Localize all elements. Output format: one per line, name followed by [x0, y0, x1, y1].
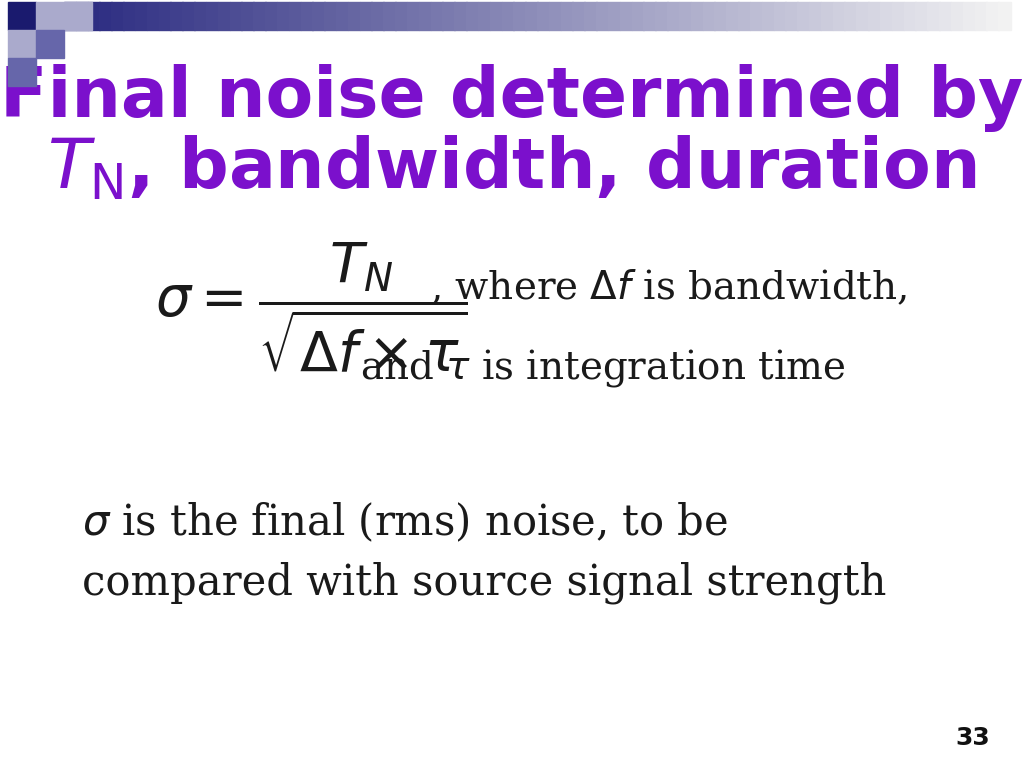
Bar — [383, 2, 395, 30]
Bar — [513, 2, 525, 30]
Bar — [939, 2, 951, 30]
Bar — [442, 2, 455, 30]
Bar — [525, 2, 538, 30]
Bar — [702, 2, 715, 30]
Bar — [253, 2, 265, 30]
Bar — [572, 2, 585, 30]
Bar — [455, 2, 467, 30]
Bar — [998, 2, 1011, 30]
Bar — [715, 2, 727, 30]
Bar — [502, 2, 514, 30]
Bar — [880, 2, 892, 30]
Text: $\sigma$ is the final (rms) noise, to be: $\sigma$ is the final (rms) noise, to be — [82, 502, 728, 545]
Bar — [726, 2, 738, 30]
Bar — [8, 2, 36, 30]
Bar — [63, 2, 92, 30]
Bar — [738, 2, 751, 30]
Bar — [8, 30, 36, 58]
Bar — [762, 2, 774, 30]
Bar — [276, 2, 289, 30]
Bar — [868, 2, 881, 30]
Bar — [407, 2, 419, 30]
Bar — [88, 2, 100, 30]
Bar — [975, 2, 987, 30]
Bar — [620, 2, 632, 30]
Bar — [892, 2, 904, 30]
Bar — [218, 2, 230, 30]
Bar — [312, 2, 325, 30]
Text: $\sigma = \dfrac{T_N}{\sqrt{\Delta f \times \tau}}$: $\sigma = \dfrac{T_N}{\sqrt{\Delta f \ti… — [155, 241, 467, 375]
Bar — [195, 2, 207, 30]
Bar — [430, 2, 443, 30]
Text: $\mathit{T}_\mathrm{N}$, bandwidth, duration: $\mathit{T}_\mathrm{N}$, bandwidth, dura… — [47, 134, 977, 202]
Bar — [170, 2, 182, 30]
Bar — [903, 2, 915, 30]
Bar — [679, 2, 691, 30]
Bar — [159, 2, 171, 30]
Bar — [608, 2, 621, 30]
Bar — [359, 2, 372, 30]
Bar — [135, 2, 147, 30]
Bar — [395, 2, 408, 30]
Text: , where $\Delta f$ is bandwidth,: , where $\Delta f$ is bandwidth, — [430, 268, 907, 308]
Bar — [667, 2, 679, 30]
Bar — [489, 2, 502, 30]
Bar — [99, 2, 112, 30]
Bar — [537, 2, 549, 30]
Bar — [585, 2, 597, 30]
Bar — [206, 2, 218, 30]
Bar — [809, 2, 821, 30]
Bar — [797, 2, 810, 30]
Bar — [986, 2, 998, 30]
Text: 33: 33 — [955, 726, 990, 750]
Bar — [76, 2, 88, 30]
Bar — [927, 2, 940, 30]
Bar — [63, 2, 77, 30]
Bar — [242, 2, 254, 30]
Bar — [821, 2, 834, 30]
Bar — [951, 2, 964, 30]
Text: and $\tau$ is integration time: and $\tau$ is integration time — [360, 347, 846, 389]
Bar — [773, 2, 785, 30]
Bar — [963, 2, 975, 30]
Bar — [36, 2, 63, 30]
Bar — [915, 2, 928, 30]
Bar — [336, 2, 348, 30]
Text: Final noise determined by: Final noise determined by — [0, 64, 1024, 132]
Bar — [123, 2, 135, 30]
Text: compared with source signal strength: compared with source signal strength — [82, 561, 887, 604]
Bar — [265, 2, 278, 30]
Bar — [372, 2, 384, 30]
Bar — [300, 2, 312, 30]
Bar — [348, 2, 360, 30]
Bar — [845, 2, 857, 30]
Bar — [8, 58, 36, 86]
Bar — [112, 2, 124, 30]
Bar — [466, 2, 478, 30]
Bar — [856, 2, 868, 30]
Bar — [182, 2, 195, 30]
Bar — [833, 2, 845, 30]
Bar — [419, 2, 431, 30]
Bar — [655, 2, 668, 30]
Bar — [643, 2, 655, 30]
Bar — [478, 2, 490, 30]
Bar — [561, 2, 573, 30]
Bar — [691, 2, 703, 30]
Bar — [596, 2, 608, 30]
Bar — [750, 2, 762, 30]
Bar — [632, 2, 644, 30]
Bar — [289, 2, 301, 30]
Bar — [229, 2, 242, 30]
Bar — [785, 2, 798, 30]
Bar — [549, 2, 561, 30]
Bar — [146, 2, 159, 30]
Bar — [36, 30, 63, 58]
Bar — [325, 2, 337, 30]
